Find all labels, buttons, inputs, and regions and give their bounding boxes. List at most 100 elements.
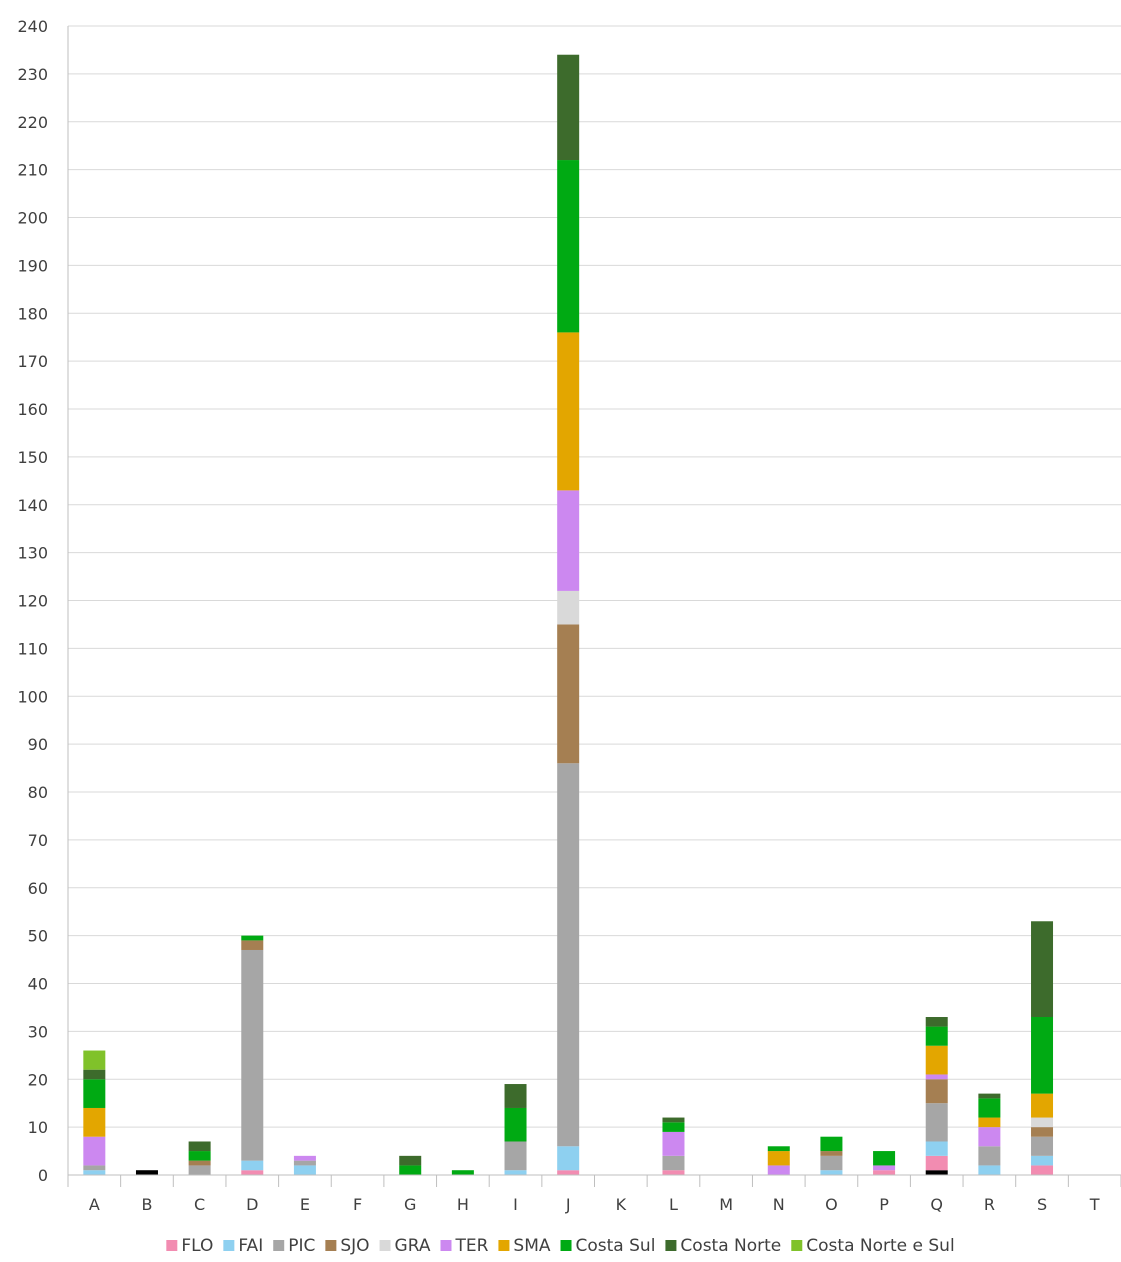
bar-segment: [662, 1117, 685, 1123]
y-tick-label: 130: [17, 544, 48, 563]
bar-segment: [241, 940, 264, 950]
x-tick-label: E: [300, 1195, 310, 1214]
bar-segment: [820, 1151, 843, 1156]
bar-segment: [188, 1151, 211, 1161]
bar-segment: [925, 1141, 948, 1156]
bar-segment: [925, 1079, 948, 1104]
x-tick-label: M: [719, 1195, 733, 1214]
y-tick-label: 230: [17, 65, 48, 84]
x-tick-label: J: [565, 1195, 571, 1214]
bar-segment: [662, 1122, 685, 1132]
legend-label: TER: [454, 1236, 488, 1256]
legend-swatch: [166, 1240, 178, 1251]
bar-segment: [399, 1155, 422, 1166]
bar-segment: [557, 624, 580, 764]
y-tick-label: 60: [28, 879, 48, 898]
bar-segment: [873, 1165, 896, 1171]
bar-segment: [557, 590, 580, 625]
bar-segment: [557, 160, 580, 333]
bar-segment: [83, 1165, 106, 1171]
bar-segment: [83, 1107, 106, 1137]
bar-segment: [557, 490, 580, 591]
bar-segment: [83, 1069, 106, 1080]
bar-segment: [767, 1151, 790, 1166]
y-tick-label: 210: [17, 161, 48, 180]
bar-segment: [188, 1141, 211, 1152]
bar-segment: [188, 1160, 211, 1166]
x-tick-label: P: [879, 1195, 889, 1214]
legend-swatch: [791, 1240, 803, 1251]
bar-segment: [978, 1146, 1001, 1166]
bar-segment: [557, 1146, 580, 1171]
y-tick-label: 50: [28, 927, 48, 946]
bar-segment: [83, 1079, 106, 1108]
x-tick-label: N: [773, 1195, 785, 1214]
legend-label: PIC: [288, 1236, 315, 1256]
bar-segment: [241, 949, 264, 1161]
bar-segment: [83, 1050, 106, 1070]
bar-segment: [873, 1170, 896, 1175]
bar-segment: [767, 1146, 790, 1152]
legend-label: SJO: [340, 1236, 369, 1256]
y-tick-label: 120: [17, 592, 48, 611]
bar-segment: [557, 332, 580, 491]
bar-segment: [1031, 1017, 1054, 1094]
bar-segment: [1031, 1117, 1054, 1128]
bar-segment: [662, 1155, 685, 1171]
x-tick-label: L: [669, 1195, 678, 1214]
bar-segment: [1031, 1093, 1054, 1118]
legend-label: Costa Norte e Sul: [806, 1236, 954, 1256]
legend-label: Costa Norte: [680, 1236, 781, 1256]
y-tick-label: 30: [28, 1022, 48, 1041]
bar-segment: [873, 1151, 896, 1166]
x-tick-label: Q: [930, 1195, 943, 1214]
bar-segment: [1031, 1165, 1054, 1175]
y-tick-label: 190: [17, 256, 48, 275]
x-tick-label: I: [513, 1195, 518, 1214]
x-tick-label: T: [1089, 1195, 1100, 1214]
bar-segment: [135, 1170, 158, 1175]
y-tick-label: 180: [17, 304, 48, 323]
x-tick-label: O: [825, 1195, 838, 1214]
bar-segment: [188, 1165, 211, 1175]
bar-segment: [504, 1107, 527, 1142]
bar-segment: [1031, 1155, 1054, 1166]
y-tick-label: 140: [17, 496, 48, 515]
x-tick-label: G: [404, 1195, 416, 1214]
bar-segment: [767, 1165, 790, 1175]
bar-segment: [241, 1160, 264, 1171]
x-tick-labels: A B C D E F G H I J K L M N O P Q R S T: [89, 1195, 1100, 1214]
y-tick-label: 20: [28, 1070, 48, 1089]
y-tick-label: 160: [17, 400, 48, 419]
bars: [83, 54, 1054, 1175]
y-tick-label: 0: [38, 1166, 48, 1185]
bar-segment: [820, 1170, 843, 1175]
bar-segment: [925, 1103, 948, 1142]
bar-segment: [557, 1170, 580, 1175]
bar-segment: [83, 1136, 106, 1166]
y-tick-label: 70: [28, 831, 48, 850]
y-tick-label: 150: [17, 448, 48, 467]
bar-segment: [241, 1170, 264, 1175]
bar-segment: [925, 1170, 948, 1175]
x-tick-label: D: [246, 1195, 258, 1214]
legend: FLO FAI PIC SJO GRA TER SMA Costa Sul Costa Nort…: [166, 1236, 955, 1256]
bar-segment: [557, 763, 580, 1147]
bar-segment: [978, 1127, 1001, 1147]
bar-segment: [293, 1160, 316, 1166]
bar-segment: [293, 1165, 316, 1175]
x-tick-label: B: [141, 1195, 152, 1214]
y-tick-label: 10: [28, 1118, 48, 1137]
bar-segment: [925, 1026, 948, 1046]
y-tick-label: 90: [28, 735, 48, 754]
x-tick-label: S: [1037, 1195, 1047, 1214]
legend-label: GRA: [395, 1236, 431, 1256]
y-tick-label: 200: [17, 209, 48, 228]
bar-segment: [662, 1170, 685, 1175]
bar-segment: [925, 1045, 948, 1075]
legend-label: SMA: [513, 1236, 550, 1256]
y-tick-label: 170: [17, 352, 48, 371]
legend-swatch: [325, 1240, 337, 1251]
bar-segment: [83, 1170, 106, 1175]
